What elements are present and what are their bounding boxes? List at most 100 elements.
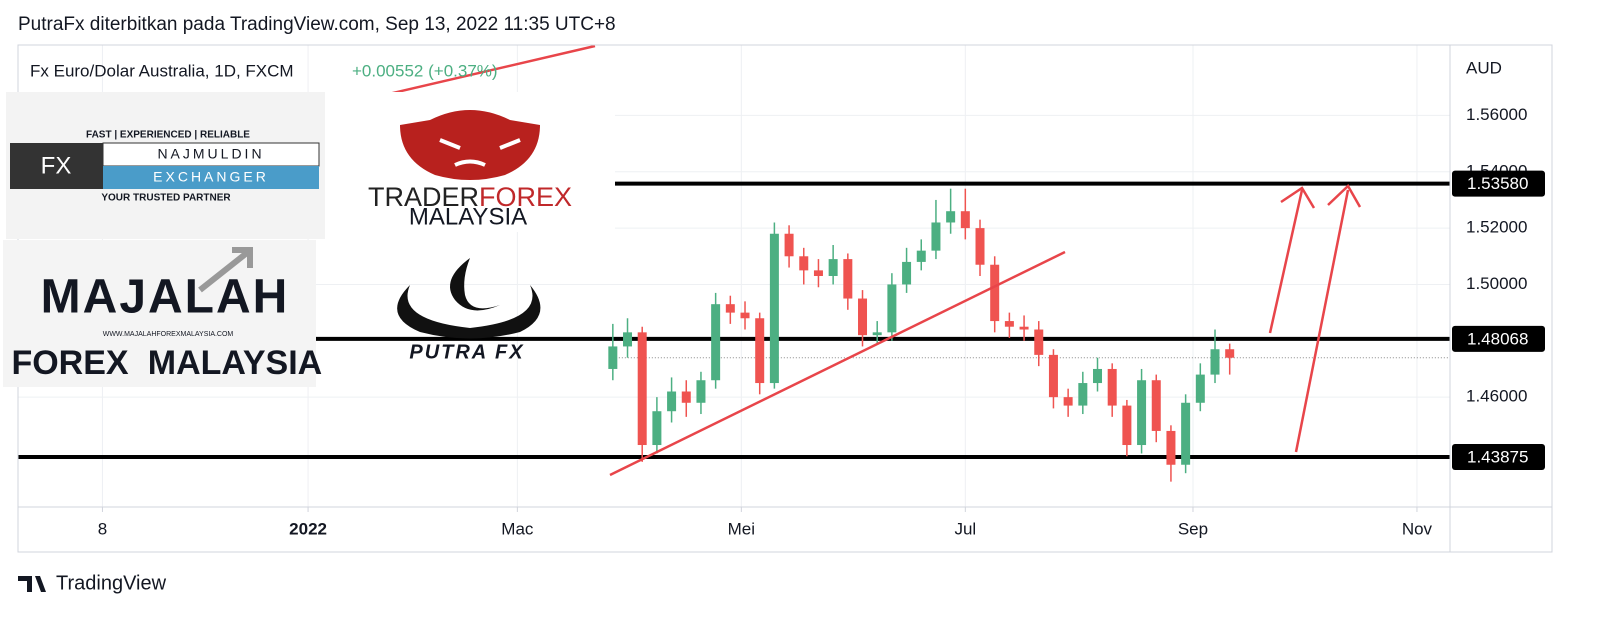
- y-tick-label: 1.50000: [1466, 274, 1527, 293]
- candle-body: [755, 318, 765, 384]
- y-tick-label: 1.46000: [1466, 387, 1527, 406]
- candle-body: [667, 391, 677, 412]
- candle-body: [975, 228, 985, 265]
- x-tick-label: Jul: [954, 519, 976, 538]
- logo-traderforex: TRADERFOREX MALAYSIA: [325, 92, 615, 232]
- logo-text: TRADER: [368, 182, 479, 212]
- candle-body: [931, 222, 941, 251]
- arrow-head: [1280, 186, 1316, 209]
- candle-body: [1166, 430, 1176, 465]
- level-marker: [1452, 170, 1545, 197]
- logo-text: YOUR TRUSTED PARTNER: [101, 193, 231, 204]
- x-tick-label: Mei: [728, 519, 755, 538]
- y-tick-label: 1.56000: [1466, 105, 1527, 124]
- x-tick-label: 8: [98, 519, 107, 538]
- logo-putra: PUTRA FX: [397, 258, 541, 363]
- x-tick-label: Mac: [501, 519, 534, 538]
- axes: 1.460001.500001.520001.540001.5600082022…: [98, 105, 1545, 538]
- candle-body: [813, 270, 823, 276]
- candle-body: [1078, 383, 1088, 406]
- candle-body: [784, 233, 794, 257]
- candle-body: [946, 211, 956, 223]
- currency: AUD: [1466, 58, 1502, 77]
- candle-body: [637, 332, 647, 446]
- logo-box: [103, 166, 319, 189]
- logo-majalah: MAJALAH WWW.MAJALAHFOREXMALAYSIA.COM FOR…: [3, 240, 322, 387]
- candle-body: [1063, 397, 1073, 406]
- candle-body: [858, 298, 868, 336]
- logo-text: FOREX: [11, 344, 128, 382]
- candle-body: [711, 304, 721, 381]
- footer: TradingView: [18, 572, 167, 594]
- candle-body: [1195, 374, 1205, 403]
- logo-text: FOREX: [479, 182, 572, 212]
- footer-brand: TradingView: [56, 572, 167, 594]
- candle-body: [725, 304, 735, 313]
- level-label: 1.53580: [1467, 174, 1528, 193]
- level-marker: [1452, 443, 1545, 470]
- trend-line: [609, 250, 1066, 477]
- candle-body: [769, 233, 779, 384]
- level-label: 1.48068: [1467, 329, 1528, 348]
- candle-body: [872, 332, 882, 336]
- candle-body: [1093, 368, 1103, 384]
- candle-body: [740, 312, 750, 319]
- candles: [608, 188, 1235, 482]
- swirl-icon: [450, 258, 500, 311]
- candle-body: [1181, 402, 1191, 465]
- candle-body: [1122, 405, 1132, 446]
- logo-text: EXCHANGER: [153, 169, 269, 185]
- arrow: [1294, 189, 1350, 453]
- logo-box: [10, 143, 103, 189]
- arrow-head: [1327, 183, 1362, 208]
- y-tick-label: 1.52000: [1466, 218, 1527, 237]
- logo-text: TRADERFOREX: [368, 182, 572, 212]
- candle-body: [902, 261, 912, 285]
- candle-body: [828, 259, 838, 276]
- candle-body: [916, 250, 926, 262]
- logo-text: FX: [41, 152, 72, 179]
- tiger-icon: [400, 110, 540, 180]
- logo-bg: [3, 240, 316, 387]
- candle-body: [1034, 329, 1044, 355]
- x-tick-label: Nov: [1402, 519, 1433, 538]
- candle-body: [696, 380, 706, 403]
- tiger-icon-detail: [439, 138, 521, 167]
- level-label: 1.43875: [1467, 447, 1528, 466]
- level-marker: [1452, 325, 1545, 352]
- candle-body: [1048, 354, 1058, 398]
- trend-line: [379, 44, 596, 98]
- candle-body: [843, 259, 853, 299]
- candle-body: [681, 391, 691, 403]
- header-title: PutraFx diterbitkan pada TradingView.com…: [18, 14, 616, 35]
- candle-body: [623, 332, 633, 347]
- arrow: [1268, 189, 1304, 334]
- candle-body: [799, 256, 809, 271]
- candle-body: [652, 411, 662, 446]
- candle-body: [1210, 349, 1220, 375]
- candle-body: [1225, 349, 1235, 358]
- candle-body: [1019, 326, 1029, 330]
- logo-text: PUTRA FX: [409, 341, 524, 363]
- drawings: [379, 44, 1362, 477]
- candle-body: [1151, 380, 1161, 431]
- tv-icon: [18, 576, 46, 592]
- candle-body: [1004, 321, 1014, 327]
- x-tick-label: Sep: [1178, 519, 1208, 538]
- logo-text: WWW.MAJALAHFOREXMALAYSIA.COM: [103, 331, 234, 338]
- x-tick-label: 2022: [289, 519, 327, 538]
- change: +0.00552 (+0.37%): [352, 61, 498, 80]
- candle-body: [1137, 380, 1147, 446]
- logo-text: MAJALAH: [41, 271, 290, 324]
- logo-text: FAST | EXPERIENCED | RELIABLE: [86, 130, 250, 141]
- logo-text: NAJMULDIN: [157, 146, 264, 162]
- logo-najmuldin: FAST | EXPERIENCED | RELIABLE FX NAJMULD…: [6, 92, 325, 239]
- candle-body: [887, 284, 897, 333]
- candle-body: [608, 346, 618, 369]
- logo-text: MALAYSIA: [409, 203, 527, 230]
- logo-text: MALAYSIA: [148, 344, 322, 382]
- candle-body: [990, 264, 1000, 322]
- logo-arrow: [198, 247, 253, 293]
- candle-body: [1107, 368, 1117, 406]
